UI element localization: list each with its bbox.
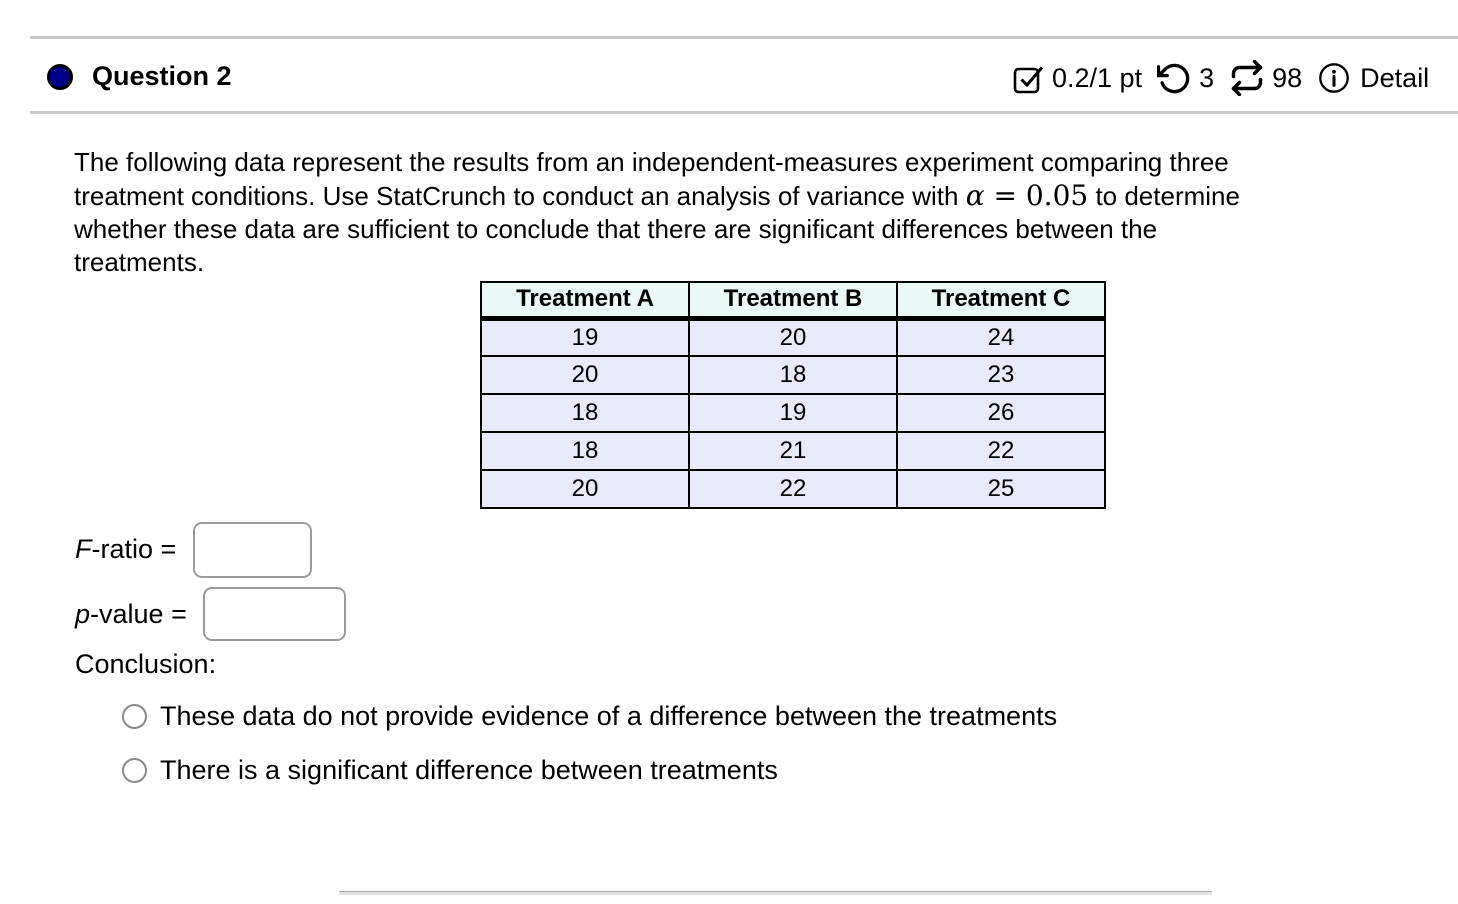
p-value-input[interactable]	[203, 587, 346, 641]
problem-text-line4: treatments.	[74, 247, 205, 277]
header-divider	[30, 111, 1458, 114]
conclusion-option-2[interactable]: There is a significant difference betwee…	[122, 755, 778, 786]
table-cell: 19	[688, 393, 898, 433]
table-cell: 22	[896, 431, 1106, 471]
table-header-row: Treatment A Treatment B Treatment C	[480, 281, 1106, 321]
conclusion-label: Conclusion:	[75, 649, 217, 679]
radio-button[interactable]	[122, 758, 147, 783]
info-icon[interactable]	[1317, 61, 1351, 95]
table-cell: 18	[480, 393, 690, 433]
f-ratio-input[interactable]	[193, 522, 312, 578]
f-ratio-label: F-ratio =	[75, 534, 177, 564]
table-cell: 24	[896, 317, 1106, 357]
table-cell: 21	[688, 431, 898, 471]
table-row: 20 22 25	[480, 469, 1106, 509]
table-row: 19 20 24	[480, 317, 1106, 357]
radio-label[interactable]: These data do not provide evidence of a …	[160, 701, 1058, 731]
radio-label[interactable]: There is a significant difference betwee…	[160, 755, 778, 785]
problem-text-line1: The following data represent the results…	[74, 147, 1229, 177]
table-cell: 26	[896, 393, 1106, 433]
table-header-cell: Treatment C	[896, 281, 1106, 321]
question-title: Question 2	[92, 61, 232, 91]
table-cell: 22	[688, 469, 898, 509]
question-header: Question 2	[47, 61, 232, 92]
score-checkbox-icon	[1012, 62, 1045, 95]
question-meta: 0.2/1 pt 3 98 Detail	[1012, 57, 1429, 99]
top-divider	[30, 36, 1458, 39]
details-label[interactable]: Detail	[1360, 62, 1430, 93]
table-cell: 19	[480, 317, 690, 357]
problem-text: The following data represent the results…	[74, 146, 1240, 279]
table-cell: 18	[688, 355, 898, 395]
problem-text-line3: whether these data are sufficient to con…	[74, 214, 1158, 244]
table-row: 18 21 22	[480, 431, 1106, 471]
table-row: 18 19 26	[480, 393, 1106, 433]
refresh-icon	[1229, 60, 1265, 96]
table-cell: 20	[688, 317, 898, 357]
undo-icon	[1157, 61, 1192, 96]
table-cell: 20	[480, 355, 690, 395]
undo-count: 3	[1199, 62, 1215, 93]
radio-button[interactable]	[122, 704, 147, 729]
bottom-divider	[339, 891, 1212, 895]
table-cell: 23	[896, 355, 1106, 395]
p-value-label: p-value =	[75, 599, 187, 629]
question-status-dot	[47, 63, 73, 90]
alpha-expression: α = 0.05	[965, 179, 1089, 212]
problem-text-line2: treatment conditions. Use StatCrunch to …	[74, 179, 1240, 212]
table-cell: 20	[480, 469, 690, 509]
table-cell: 25	[896, 469, 1106, 509]
score-text: 0.2/1 pt	[1052, 62, 1143, 93]
table-row: 20 18 23	[480, 355, 1106, 395]
refresh-count: 98	[1272, 62, 1303, 93]
data-table: Treatment A Treatment B Treatment C 19 2…	[480, 281, 1106, 509]
details-link[interactable]: Detail	[1317, 61, 1429, 95]
conclusion-option-1[interactable]: These data do not provide evidence of a …	[122, 701, 1057, 732]
table-header-cell: Treatment B	[688, 281, 898, 321]
table-cell: 18	[480, 431, 690, 471]
table-header-cell: Treatment A	[480, 281, 690, 321]
